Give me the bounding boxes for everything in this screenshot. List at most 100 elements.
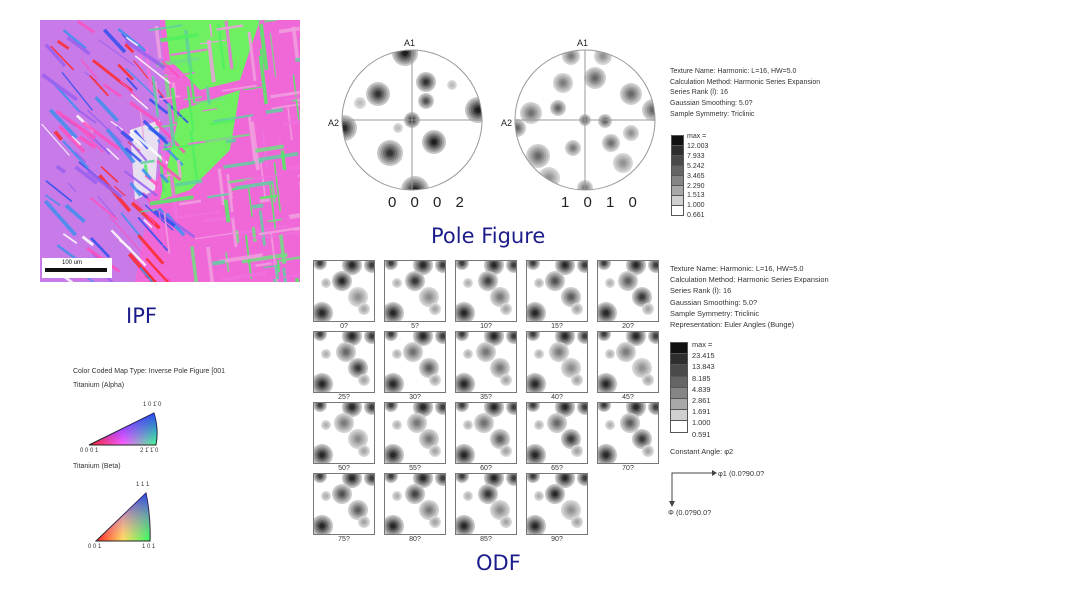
- grain-lath: [212, 259, 226, 266]
- grain-lath: [41, 123, 70, 156]
- contour-level: [562, 333, 568, 339]
- odf-contour-map: [456, 261, 516, 321]
- grain-lath: [219, 253, 263, 264]
- contour-level: [555, 105, 561, 111]
- grain-lath: [62, 29, 87, 50]
- contour-level: [556, 349, 562, 355]
- contour-level: [412, 491, 418, 497]
- contour-level: [450, 83, 454, 87]
- grain-lath: [90, 237, 111, 258]
- odf-contour-map: [314, 403, 374, 463]
- grain-lath: [80, 59, 98, 80]
- grain-lath: [202, 108, 218, 112]
- contour-level: [412, 278, 418, 284]
- grain-lath: [295, 277, 300, 282]
- odf-contour-map: [385, 332, 445, 392]
- contour-level: [389, 474, 393, 478]
- grain-lath: [149, 195, 194, 206]
- odf-section-label: 50?: [338, 465, 350, 472]
- contour-level: [466, 281, 470, 285]
- contour-level: [562, 404, 568, 410]
- grain-lath: [283, 274, 300, 278]
- contour-level: [483, 349, 489, 355]
- odf-contour-map: [314, 474, 374, 534]
- odf-contour-map: [385, 261, 445, 321]
- grain-lath: [282, 119, 300, 126]
- grain-lath: [259, 162, 266, 198]
- grain-lath: [113, 185, 126, 197]
- grain-lath: [288, 213, 300, 217]
- contour-level: [535, 153, 541, 159]
- grain-lath: [282, 267, 287, 282]
- grain-lath: [186, 86, 195, 131]
- contour-level: [633, 404, 639, 410]
- grain-lath: [177, 115, 193, 119]
- contour-level: [426, 436, 432, 442]
- odf-contour-map: [314, 332, 374, 392]
- odf-info-line: Gaussian Smoothing: 5.0?: [670, 297, 758, 307]
- grain-lath: [98, 38, 136, 67]
- contour-level: [355, 507, 361, 513]
- odf-title: ODF: [476, 551, 521, 575]
- grain-lath: [109, 215, 143, 255]
- odf-section-label: 5?: [411, 323, 419, 330]
- grain-lath: [128, 133, 143, 147]
- grain-lath: [250, 121, 260, 171]
- contour-level: [475, 107, 481, 113]
- grain-lath: [205, 86, 211, 106]
- grain-lath: [176, 159, 182, 178]
- contour-level: [568, 507, 574, 513]
- odf-section-label: 45?: [622, 394, 634, 401]
- grain-lath: [258, 226, 300, 236]
- contour-level: [537, 423, 541, 427]
- pf-scale-bar: [671, 135, 684, 216]
- odf-section-tile: [384, 260, 446, 322]
- contour-level: [433, 307, 437, 311]
- phi1-axis-label: φ1 (0.0?90.0?: [718, 469, 765, 478]
- grain-lath: [139, 267, 154, 282]
- contour-level: [461, 310, 467, 316]
- grain-lath: [100, 165, 119, 183]
- contour-level: [562, 475, 568, 481]
- contour-level: [460, 332, 464, 336]
- odf-info-line: Sample Symmetry: Triclinic: [670, 308, 760, 318]
- grain-lath: [230, 217, 238, 248]
- grain-lath: [190, 246, 198, 282]
- odf-section-tile: [526, 260, 588, 322]
- grain-lath: [62, 233, 78, 244]
- grain-lath: [247, 31, 257, 81]
- odf-info-line: Calculation Method: Harmonic Series Expa…: [670, 275, 829, 285]
- odf-section-label: 85?: [480, 536, 492, 543]
- contour-level: [568, 294, 574, 300]
- grain-lath: [110, 120, 124, 131]
- grain-lath: [263, 20, 277, 23]
- odf-contour-map: [527, 332, 587, 392]
- contour-level: [497, 507, 503, 513]
- contour-level: [531, 261, 535, 265]
- contour-level: [531, 474, 535, 478]
- grain-lath: [210, 119, 235, 126]
- contour-level: [639, 294, 645, 300]
- odf-contour-map: [456, 403, 516, 463]
- contour-level: [369, 475, 374, 481]
- pf-info-line: Texture Name: Harmonic: L=16, HW=5.0: [670, 68, 797, 75]
- grain-lath: [169, 173, 179, 220]
- pf-info-line: Sample Symmetry: Triclinic: [670, 110, 755, 118]
- contour-level: [481, 420, 487, 426]
- contour-level: [623, 349, 629, 355]
- contour-level: [402, 50, 408, 56]
- grain-lath: [255, 144, 285, 153]
- odf-contour-map: [598, 261, 658, 321]
- odf-section-label: 25?: [338, 394, 350, 401]
- contour-level: [420, 333, 426, 339]
- contour-level: [410, 349, 416, 355]
- grain-lath: [56, 39, 70, 50]
- grain-lath: [213, 114, 254, 123]
- odf-section-label: 70?: [622, 465, 634, 472]
- contour-level: [653, 404, 658, 410]
- pf-outline: [341, 49, 483, 191]
- grain-lath: [119, 80, 142, 103]
- contour-level: [318, 332, 322, 336]
- grain-lath: [247, 187, 253, 217]
- grain-lath: [142, 119, 169, 145]
